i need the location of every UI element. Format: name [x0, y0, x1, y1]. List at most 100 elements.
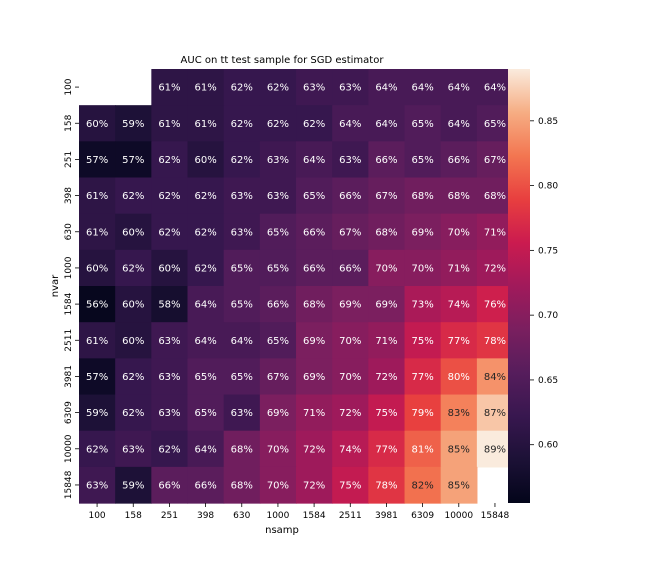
heatmap-cell: [368, 394, 406, 432]
cell-value-label: 67%: [484, 155, 506, 166]
heatmap-cell: [476, 322, 514, 359]
heatmap-cell: [115, 249, 152, 287]
cell-value-label: 63%: [231, 227, 253, 238]
x-tick-label: 398: [197, 511, 214, 521]
cell-value-label: 67%: [339, 227, 361, 238]
cell-value-label: 62%: [194, 263, 216, 274]
heatmap-cell: [259, 394, 297, 432]
cell-value-label: 68%: [484, 191, 506, 202]
heatmap-cell: [223, 466, 261, 504]
heatmap-cell: [440, 394, 478, 432]
cell-value-label: 65%: [412, 155, 434, 166]
cell-value-label: 62%: [122, 408, 144, 419]
heatmap-cell: [115, 322, 152, 359]
heatmap-cell: [404, 177, 442, 215]
y-axis-label: nvar: [50, 274, 61, 297]
heatmap-cell: [223, 249, 261, 287]
cell-value-label: 62%: [231, 155, 253, 166]
cell-value-label: 85%: [448, 444, 470, 455]
heatmap-cell: [259, 213, 297, 251]
heatmap-cell: [151, 213, 189, 251]
heatmap-cell: [440, 322, 478, 359]
cell-value-label: 66%: [339, 191, 361, 202]
cell-value-label: 72%: [303, 480, 325, 491]
cell-value-label: 80%: [448, 372, 470, 383]
cell-value-label: 71%: [375, 336, 397, 347]
heatmap-cell: [79, 105, 116, 142]
heatmap-cell: [151, 177, 189, 215]
cell-value-label: 76%: [484, 300, 506, 311]
y-tick-label: 251: [64, 151, 74, 168]
cell-value-label: 89%: [484, 444, 506, 455]
cell-value-label: 70%: [339, 372, 361, 383]
cell-value-label: 65%: [194, 372, 216, 383]
cell-value-label: 62%: [194, 191, 216, 202]
heatmap-cell: [404, 394, 442, 432]
cell-value-label: 72%: [375, 372, 397, 383]
heatmap-cell: [332, 286, 369, 323]
cell-value-label: 62%: [158, 444, 180, 455]
heatmap-cell: [259, 466, 297, 504]
cell-value-label: 62%: [194, 227, 216, 238]
heatmap-cell: [296, 394, 333, 432]
heatmap-cell: [223, 358, 261, 396]
cell-value-label: 62%: [122, 372, 144, 383]
heatmap-cell: [440, 430, 478, 468]
heatmap-cell: [332, 430, 369, 468]
heatmap-cell: [440, 69, 478, 106]
heatmap-cell: [476, 141, 514, 179]
cell-value-label: 63%: [267, 191, 289, 202]
heatmap-cell: [115, 466, 152, 504]
heatmap-cell: [259, 286, 297, 323]
cell-value-label: 66%: [194, 480, 216, 491]
cell-value-label: 66%: [375, 155, 397, 166]
heatmap-cell: [440, 177, 478, 215]
heatmap-cell: [151, 105, 189, 142]
heatmap-cell: [296, 358, 333, 396]
cell-value-label: 59%: [86, 408, 108, 419]
y-tick-label: 10000: [64, 434, 74, 463]
cell-value-label: 59%: [122, 480, 144, 491]
heatmap-cell: [115, 430, 152, 468]
cell-value-label: 64%: [194, 336, 216, 347]
cell-value-label: 64%: [375, 119, 397, 130]
heatmap-cell: [332, 466, 369, 504]
cell-value-label: 78%: [484, 336, 506, 347]
cell-value-label: 57%: [86, 372, 108, 383]
heatmap-cell: [368, 105, 406, 142]
cell-value-label: 69%: [412, 227, 434, 238]
heatmap-cell: [404, 466, 442, 504]
heatmap-cell: [79, 141, 116, 179]
heatmap-cell: [476, 213, 514, 251]
heatmap-cell: [259, 322, 297, 359]
heatmap-cell: [259, 105, 297, 142]
heatmap-cell: [187, 358, 225, 396]
cell-value-label: 64%: [448, 83, 470, 94]
cell-value-label: 62%: [158, 227, 180, 238]
heatmap-cell: [368, 430, 406, 468]
cell-value-label: 64%: [231, 336, 253, 347]
heatmap-cell: [368, 69, 406, 106]
heatmap-cell: [332, 394, 369, 432]
cell-value-label: 66%: [158, 480, 180, 491]
cell-value-label: 69%: [303, 372, 325, 383]
cell-value-label: 64%: [412, 83, 434, 94]
heatmap-cell: [223, 394, 261, 432]
cell-value-label: 83%: [448, 408, 470, 419]
cell-value-label: 75%: [412, 336, 434, 347]
colorbar-tick-label: 0.65: [538, 376, 558, 386]
heatmap-cell: [476, 177, 514, 215]
cell-value-label: 70%: [448, 227, 470, 238]
heatmap-cell: [404, 105, 442, 142]
cell-value-label: 65%: [267, 336, 289, 347]
y-tick-label: 15848: [64, 470, 74, 499]
cell-value-label: 63%: [339, 155, 361, 166]
cell-value-label: 62%: [267, 83, 289, 94]
cell-value-label: 65%: [231, 372, 253, 383]
y-tick-label: 630: [64, 223, 74, 240]
cell-value-label: 81%: [412, 444, 434, 455]
cell-value-label: 78%: [375, 480, 397, 491]
y-tick-label: 158: [64, 114, 74, 131]
cell-value-label: 74%: [448, 300, 470, 311]
heatmap-cell: [187, 105, 225, 142]
